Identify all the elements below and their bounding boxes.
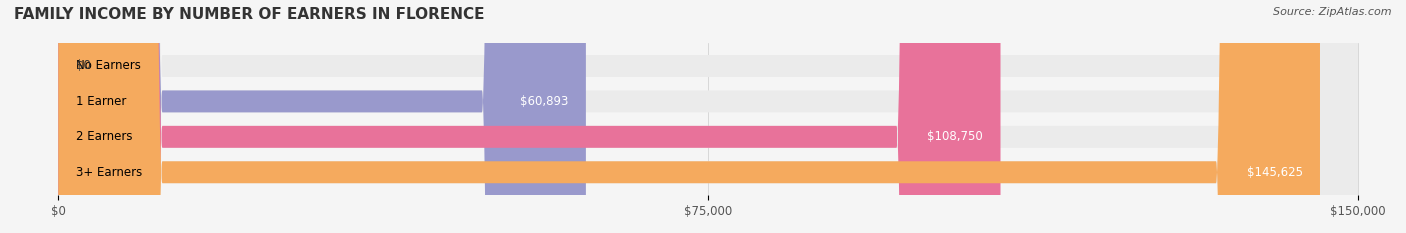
FancyBboxPatch shape <box>58 0 1358 233</box>
Text: $145,625: $145,625 <box>1247 166 1302 179</box>
FancyBboxPatch shape <box>58 0 1320 233</box>
FancyBboxPatch shape <box>58 0 1358 233</box>
Text: $0: $0 <box>76 59 90 72</box>
Text: Source: ZipAtlas.com: Source: ZipAtlas.com <box>1274 7 1392 17</box>
Text: 3+ Earners: 3+ Earners <box>76 166 142 179</box>
Text: FAMILY INCOME BY NUMBER OF EARNERS IN FLORENCE: FAMILY INCOME BY NUMBER OF EARNERS IN FL… <box>14 7 485 22</box>
FancyBboxPatch shape <box>58 0 586 233</box>
Text: $108,750: $108,750 <box>928 130 983 143</box>
Text: $60,893: $60,893 <box>520 95 568 108</box>
Text: 2 Earners: 2 Earners <box>76 130 132 143</box>
FancyBboxPatch shape <box>58 0 1358 233</box>
FancyBboxPatch shape <box>58 0 1358 233</box>
Text: 1 Earner: 1 Earner <box>76 95 127 108</box>
Text: No Earners: No Earners <box>76 59 141 72</box>
FancyBboxPatch shape <box>58 0 1001 233</box>
